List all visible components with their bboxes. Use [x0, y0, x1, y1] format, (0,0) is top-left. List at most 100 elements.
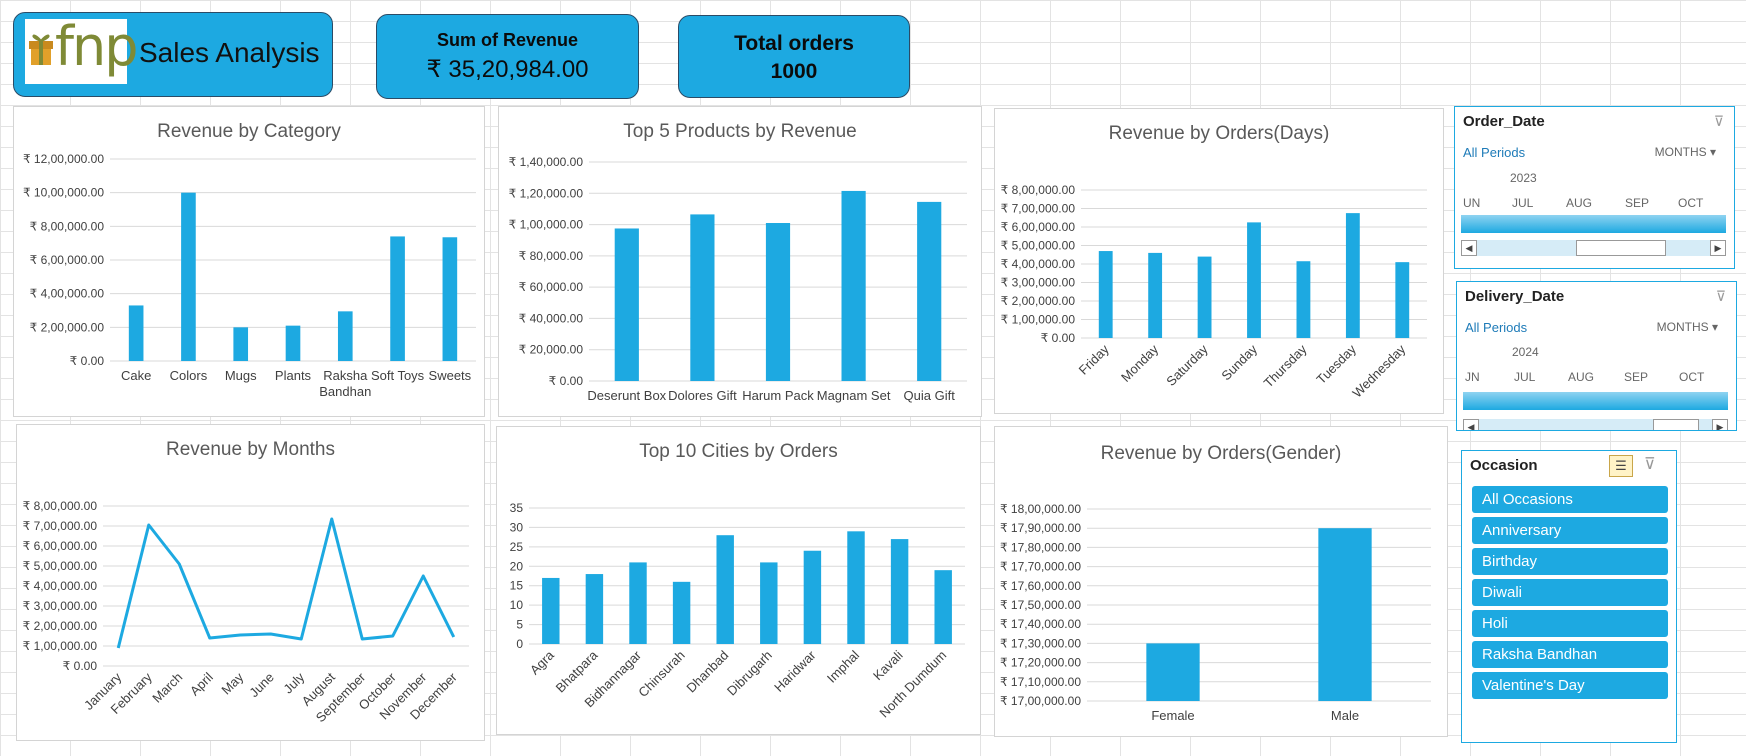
y-tick-label: ₹ 60,000.00 — [519, 280, 584, 294]
revenue-by-months-chart[interactable]: Revenue by Months ₹ 0.00 ₹ 1,00,000.00 ₹ 2… — [16, 424, 485, 741]
x-tick-label: Monday — [1118, 341, 1162, 385]
scroll-right-icon[interactable]: ▶ — [1712, 419, 1728, 431]
all-periods-link[interactable]: All Periods — [1463, 145, 1525, 160]
bar — [804, 551, 821, 644]
scroll-left-icon[interactable]: ◀ — [1463, 419, 1479, 431]
clear-filter-icon[interactable]: ⊽ — [1716, 288, 1726, 305]
y-tick-label: ₹ 6,00,000.00 — [1001, 220, 1076, 234]
y-tick-label: ₹ 0.00 — [1041, 331, 1076, 345]
time-level-label: MONTHS — [1655, 145, 1707, 159]
kpi-revenue-value: ₹ 35,20,984.00 — [377, 55, 638, 84]
timeline-scrollbar[interactable]: ◀ ▶ — [1463, 419, 1728, 431]
y-tick-label: ₹ 0.00 — [70, 354, 105, 368]
scroll-left-icon[interactable]: ◀ — [1461, 240, 1477, 256]
kpi-orders-card: Total orders 1000 — [678, 15, 910, 98]
x-tick-label: Soft Toys — [371, 368, 425, 383]
y-tick-label: ₹ 8,00,000.00 — [23, 499, 98, 513]
y-tick-label: ₹ 4,00,000.00 — [30, 287, 105, 301]
x-tick-label: Sunday — [1218, 341, 1260, 383]
y-tick-label: ₹ 17,80,000.00 — [1000, 540, 1081, 554]
y-tick-label: ₹ 4,00,000.00 — [23, 579, 98, 593]
y-tick-label: ₹ 8,00,000.00 — [30, 219, 105, 233]
revenue-by-gender-chart[interactable]: Revenue by Orders(Gender) ₹ 17,00,000.00… — [994, 426, 1448, 737]
occasion-item[interactable]: Raksha Bandhan — [1472, 641, 1668, 668]
timeline-scrollbar[interactable]: ◀ ▶ — [1461, 240, 1726, 256]
x-tick-label: Plants — [275, 368, 312, 383]
bar — [891, 539, 908, 644]
x-tick-label: Kavali — [870, 647, 906, 683]
bar — [1346, 213, 1360, 338]
x-tick-label: Imphal — [824, 647, 862, 685]
y-tick-label: ₹ 2,00,000.00 — [1001, 294, 1076, 308]
occasion-item[interactable]: Birthday — [1472, 548, 1668, 575]
logo-text: fnp — [55, 15, 137, 78]
clear-filter-icon[interactable]: ⊽ — [1644, 454, 1656, 474]
bar — [1198, 257, 1212, 338]
occasion-slicer[interactable]: Occasion ☰ ⊽ All Occasions Anniversary Bir… — [1461, 450, 1677, 743]
bar — [1297, 261, 1311, 338]
bar — [542, 578, 559, 644]
clear-filter-icon[interactable]: ⊽ — [1714, 113, 1724, 130]
all-periods-link[interactable]: All Periods — [1465, 320, 1527, 335]
x-tick-label: Female — [1151, 708, 1194, 723]
occasion-item[interactable]: Anniversary — [1472, 517, 1668, 544]
order-date-slicer[interactable]: Order_Date ⊽ All Periods MONTHS ▾ 2023 U… — [1454, 106, 1735, 269]
month-label: JUL — [1512, 196, 1533, 210]
x-tick-label: Quia Gift — [904, 388, 956, 403]
y-tick-label: ₹ 8,00,000.00 — [1001, 183, 1076, 197]
scroll-thumb[interactable] — [1576, 240, 1666, 256]
timeline-selection-bar[interactable] — [1463, 392, 1728, 410]
time-level-dropdown[interactable]: MONTHS ▾ — [1655, 145, 1716, 159]
occasion-item[interactable]: Valentine's Day — [1472, 672, 1668, 699]
delivery-date-slicer[interactable]: Delivery_Date ⊽ All Periods MONTHS ▾ 202… — [1456, 281, 1737, 431]
top5-products-chart[interactable]: Top 5 Products by Revenue ₹ 0.00 ₹ 20,000… — [498, 106, 982, 417]
y-tick-label: ₹ 1,40,000.00 — [509, 155, 584, 169]
y-tick-label: ₹ 17,20,000.00 — [1000, 656, 1081, 670]
revenue-by-category-chart[interactable]: Revenue by Category ₹ 0.00 ₹ 2,00,000.00 ₹… — [13, 106, 485, 417]
y-tick-label: ₹ 0.00 — [549, 374, 584, 388]
title-tile: fnp Sales Analysis — [13, 12, 333, 97]
top10-cities-chart[interactable]: Top 10 Cities by Orders 0 5 10 15 20 25 30 35 Ag… — [496, 426, 981, 735]
occasion-item[interactable]: All Occasions — [1472, 486, 1668, 513]
scroll-right-icon[interactable]: ▶ — [1710, 240, 1726, 256]
y-tick-label: 35 — [510, 501, 524, 515]
chevron-down-icon: ▾ — [1710, 145, 1716, 159]
x-tick-label: Agra — [527, 647, 558, 678]
y-tick-label: ₹ 6,00,000.00 — [23, 539, 98, 553]
y-tick-label: ₹ 40,000.00 — [519, 311, 584, 325]
x-tick-label: June — [246, 670, 277, 701]
scroll-thumb[interactable] — [1653, 419, 1699, 431]
y-tick-label: 15 — [510, 579, 524, 593]
month-label: UN — [1463, 196, 1480, 210]
y-tick-label: 5 — [516, 618, 523, 632]
bar — [390, 236, 405, 361]
timeline-selection-bar[interactable] — [1461, 215, 1726, 233]
month-label: OCT — [1678, 196, 1703, 210]
y-tick-label: ₹ 7,00,000.00 — [1001, 202, 1076, 216]
chart-plot: ₹ 0.00 ₹ 1,00,000.00 ₹ 2,00,000.00 ₹ 3,00,0… — [995, 109, 1445, 415]
multi-select-icon[interactable]: ☰ — [1609, 455, 1633, 477]
fnp-logo: fnp — [25, 19, 127, 84]
bar — [847, 531, 864, 644]
bar — [1395, 262, 1409, 338]
bar — [629, 562, 646, 644]
time-level-dropdown[interactable]: MONTHS ▾ — [1657, 320, 1718, 334]
y-tick-label: 0 — [516, 637, 523, 651]
chart-plot: ₹ 17,00,000.00₹ 17,10,000.00₹ 17,20,000.… — [995, 427, 1449, 738]
y-tick-label: ₹ 20,000.00 — [519, 343, 584, 357]
kpi-orders-label: Total orders — [679, 32, 909, 56]
month-label: JN — [1465, 370, 1480, 384]
x-tick-label: Haridwar — [771, 647, 819, 695]
timeline-year: 2024 — [1512, 345, 1539, 359]
revenue-by-days-chart[interactable]: Revenue by Orders(Days) ₹ 0.00 ₹ 1,00,000… — [994, 108, 1444, 414]
x-tick-label: Chinsurah — [635, 648, 688, 701]
bar — [934, 570, 951, 644]
y-tick-label: ₹ 80,000.00 — [519, 249, 584, 263]
x-tick-label: Harum Pack — [742, 388, 814, 403]
occasion-item[interactable]: Diwali — [1472, 579, 1668, 606]
slicer-title: Order_Date — [1463, 113, 1545, 130]
occasion-item[interactable]: Holi — [1472, 610, 1668, 637]
month-label: JUL — [1514, 370, 1535, 384]
y-tick-label: ₹ 18,00,000.00 — [1000, 502, 1081, 516]
y-tick-label: ₹ 5,00,000.00 — [23, 559, 98, 573]
